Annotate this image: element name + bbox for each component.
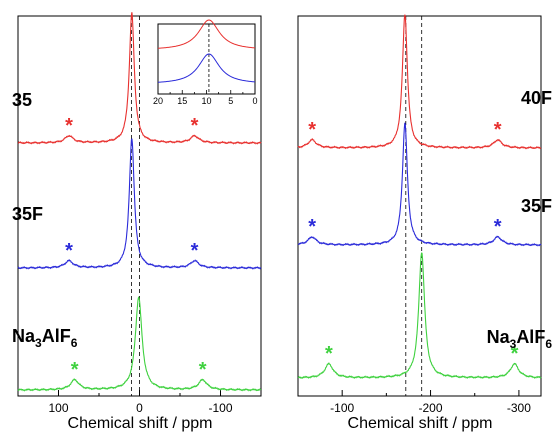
sideband-star: * bbox=[325, 343, 333, 365]
x-tick-label: 0 bbox=[136, 401, 143, 415]
inset-tick-label: 0 bbox=[252, 96, 257, 106]
sample-label: 35F bbox=[12, 204, 43, 224]
spectrum-trace bbox=[17, 296, 262, 392]
spectrum-trace bbox=[297, 122, 542, 247]
sample-label: 35 bbox=[12, 90, 32, 110]
x-tick-label: -300 bbox=[507, 401, 531, 415]
left-spinning-sidebands: * * * * * * bbox=[65, 115, 207, 381]
x-tick-label: 100 bbox=[48, 401, 68, 415]
inset-content: 20 15 10 5 0 bbox=[153, 19, 258, 106]
sideband-star: * bbox=[494, 216, 502, 238]
sideband-star: * bbox=[308, 119, 316, 141]
right-traces bbox=[297, 14, 542, 379]
spectrum-trace bbox=[17, 138, 262, 270]
right-panel: -100 -200 -300 * * * * * * 40F 35F Na3AlF6 Chemic… bbox=[297, 14, 553, 432]
right-reference-lines bbox=[405, 16, 423, 396]
sideband-star: * bbox=[191, 115, 199, 137]
sample-label: Na3AlF6 bbox=[487, 327, 553, 351]
inset-tick-label: 5 bbox=[228, 96, 233, 106]
inset-trace bbox=[157, 19, 256, 49]
sideband-star: * bbox=[65, 115, 73, 137]
left-reference-lines bbox=[130, 16, 140, 396]
x-tick-label: -200 bbox=[419, 401, 443, 415]
right-plot-frame bbox=[297, 15, 542, 397]
sample-label: 35F bbox=[521, 196, 552, 216]
x-tick-label: -100 bbox=[330, 401, 354, 415]
inset-frame bbox=[157, 23, 256, 95]
inset-trace bbox=[157, 53, 256, 83]
x-tick-label: -100 bbox=[208, 401, 232, 415]
sideband-star: * bbox=[191, 240, 199, 262]
sideband-star: * bbox=[65, 240, 73, 262]
right-x-axis: -100 -200 -300 bbox=[297, 390, 531, 415]
sideband-star: * bbox=[71, 359, 79, 381]
sideband-star: * bbox=[511, 343, 519, 365]
sideband-star: * bbox=[308, 216, 316, 238]
inset-tick-label: 20 bbox=[153, 96, 163, 106]
sample-label: 40F bbox=[521, 88, 552, 108]
spectrum-trace bbox=[17, 12, 262, 145]
left-x-axis-title: Chemical shift / ppm bbox=[68, 415, 213, 432]
sample-label: Na3AlF6 bbox=[12, 326, 78, 350]
inset-plot: 20 15 10 5 0 bbox=[153, 19, 258, 106]
left-x-axis: 100 0 -100 bbox=[17, 390, 262, 415]
inset-tick-label: 15 bbox=[177, 96, 187, 106]
right-sample-labels: 40F 35F Na3AlF6 bbox=[487, 88, 553, 351]
sideband-star: * bbox=[199, 359, 207, 381]
sideband-star: * bbox=[494, 119, 502, 141]
left-sample-labels: 35 35F Na3AlF6 bbox=[12, 90, 78, 350]
spectrum-trace bbox=[297, 252, 542, 379]
spectrum-trace bbox=[297, 14, 542, 150]
inset-tick-label: 10 bbox=[201, 96, 211, 106]
right-x-axis-title: Chemical shift / ppm bbox=[348, 415, 493, 432]
right-spinning-sidebands: * * * * * * bbox=[308, 119, 518, 365]
left-traces bbox=[17, 12, 262, 392]
